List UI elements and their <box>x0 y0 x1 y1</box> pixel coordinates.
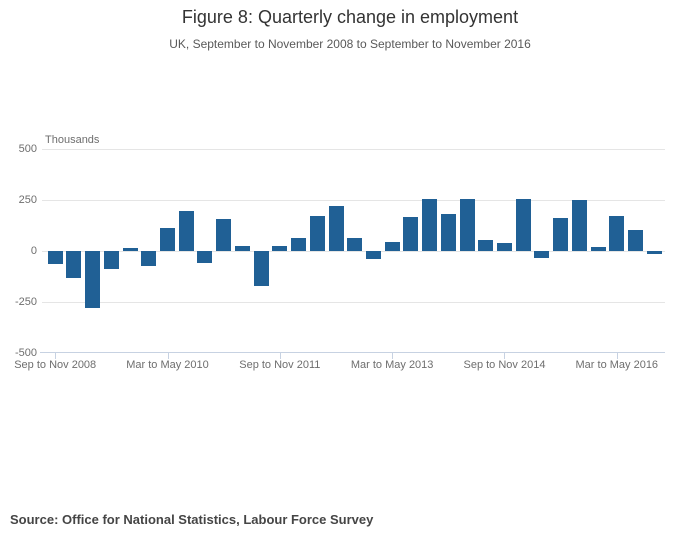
bar-dec-to-feb-2016 <box>590 246 606 251</box>
bar-sep-to-nov-2013 <box>422 198 438 251</box>
gridline-y-250 <box>42 200 665 201</box>
bar-mar-to-may-2010 <box>160 227 176 251</box>
bar-mar-to-may-2015 <box>534 251 550 259</box>
bar-sep-to-nov-2016 <box>646 251 662 254</box>
bar-jun-to-aug-2014 <box>478 239 494 251</box>
y-axis-tick-label: 500 <box>18 142 37 155</box>
x-axis-tick-label: Sep to Nov 2008 <box>14 359 97 371</box>
bar-sep-to-nov-2011 <box>272 245 288 251</box>
bar-sep-to-nov-2014 <box>496 242 512 251</box>
bar-sep-to-nov-2008 <box>47 251 63 264</box>
x-axis-tick-label: Mar to May 2010 <box>126 359 209 371</box>
bar-mar-to-may-2014 <box>459 198 475 251</box>
gridline-y-0 <box>42 251 665 252</box>
bar-mar-to-may-2011 <box>234 246 250 251</box>
bar-mar-to-may-2016 <box>609 215 625 251</box>
gridline-y-500 <box>42 149 665 150</box>
x-axis-tick-label: Sep to Nov 2014 <box>463 359 546 371</box>
source-note: Source: Office for National Statistics, … <box>10 512 374 527</box>
y-axis-unit-label: Thousands <box>45 134 104 146</box>
y-axis-tick-label: 0 <box>30 244 37 257</box>
x-axis-tick <box>616 353 618 359</box>
bar-dec-to-feb-2012 <box>291 237 307 251</box>
bar-mar-to-may-2012 <box>309 216 325 251</box>
bar-jun-to-aug-2010 <box>178 211 194 251</box>
bar-sep-to-nov-2009 <box>122 247 138 251</box>
bar-jun-to-aug-2013 <box>403 216 419 251</box>
gridline-y--250 <box>42 302 665 303</box>
bar-dec-to-feb-2011 <box>216 218 232 251</box>
bar-jun-to-aug-2012 <box>328 206 344 251</box>
x-axis-tick <box>167 353 169 359</box>
bar-dec-to-feb-2014 <box>440 213 456 251</box>
x-axis-line <box>40 352 665 353</box>
bar-sep-to-nov-2012 <box>347 237 363 251</box>
bar-dec-to-feb-2010 <box>141 251 157 267</box>
bar-mar-to-may-2009 <box>85 251 101 308</box>
x-axis-tick-label: Mar to May 2016 <box>575 359 659 371</box>
chart-subtitle: UK, September to November 2008 to Septem… <box>169 37 531 51</box>
bar-jun-to-aug-2009 <box>103 251 119 270</box>
bar-dec-to-feb-2013 <box>365 251 381 260</box>
x-axis-tick <box>392 353 394 359</box>
x-axis-tick <box>55 353 57 359</box>
bar-mar-to-may-2013 <box>384 241 400 251</box>
bar-jun-to-aug-2016 <box>628 229 644 251</box>
bar-sep-to-nov-2010 <box>197 251 213 264</box>
chart-title: Figure 8: Quarterly change in employment <box>181 7 519 27</box>
bar-dec-to-feb-2015 <box>515 198 531 251</box>
bar-jun-to-aug-2011 <box>253 251 269 287</box>
x-axis-tick-label: Mar to May 2013 <box>350 359 434 371</box>
bar-dec-to-feb-2009 <box>66 251 82 279</box>
x-axis-tick <box>504 353 506 359</box>
x-axis-tick <box>279 353 281 359</box>
bar-jun-to-aug-2015 <box>553 217 569 251</box>
x-axis-tick-label: Sep to Nov 2011 <box>239 359 321 371</box>
y-axis-tick-label: -250 <box>14 295 37 308</box>
bar-sep-to-nov-2015 <box>571 199 587 251</box>
y-axis-tick-label: 250 <box>18 193 37 206</box>
y-axis-tick-label: -500 <box>14 346 37 359</box>
